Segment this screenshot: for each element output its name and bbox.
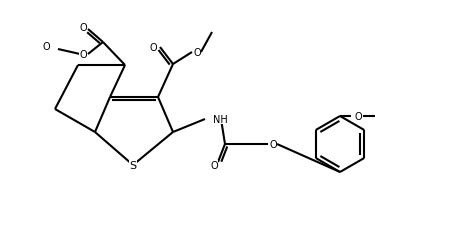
Text: O: O	[269, 139, 277, 149]
Text: O: O	[42, 42, 50, 52]
Text: O: O	[79, 50, 87, 60]
Text: NH: NH	[213, 114, 228, 124]
Text: O: O	[193, 48, 201, 58]
Text: O: O	[79, 23, 87, 33]
Text: O: O	[210, 160, 218, 170]
Text: O: O	[354, 111, 362, 121]
Text: O: O	[149, 43, 157, 53]
Text: S: S	[129, 160, 136, 170]
